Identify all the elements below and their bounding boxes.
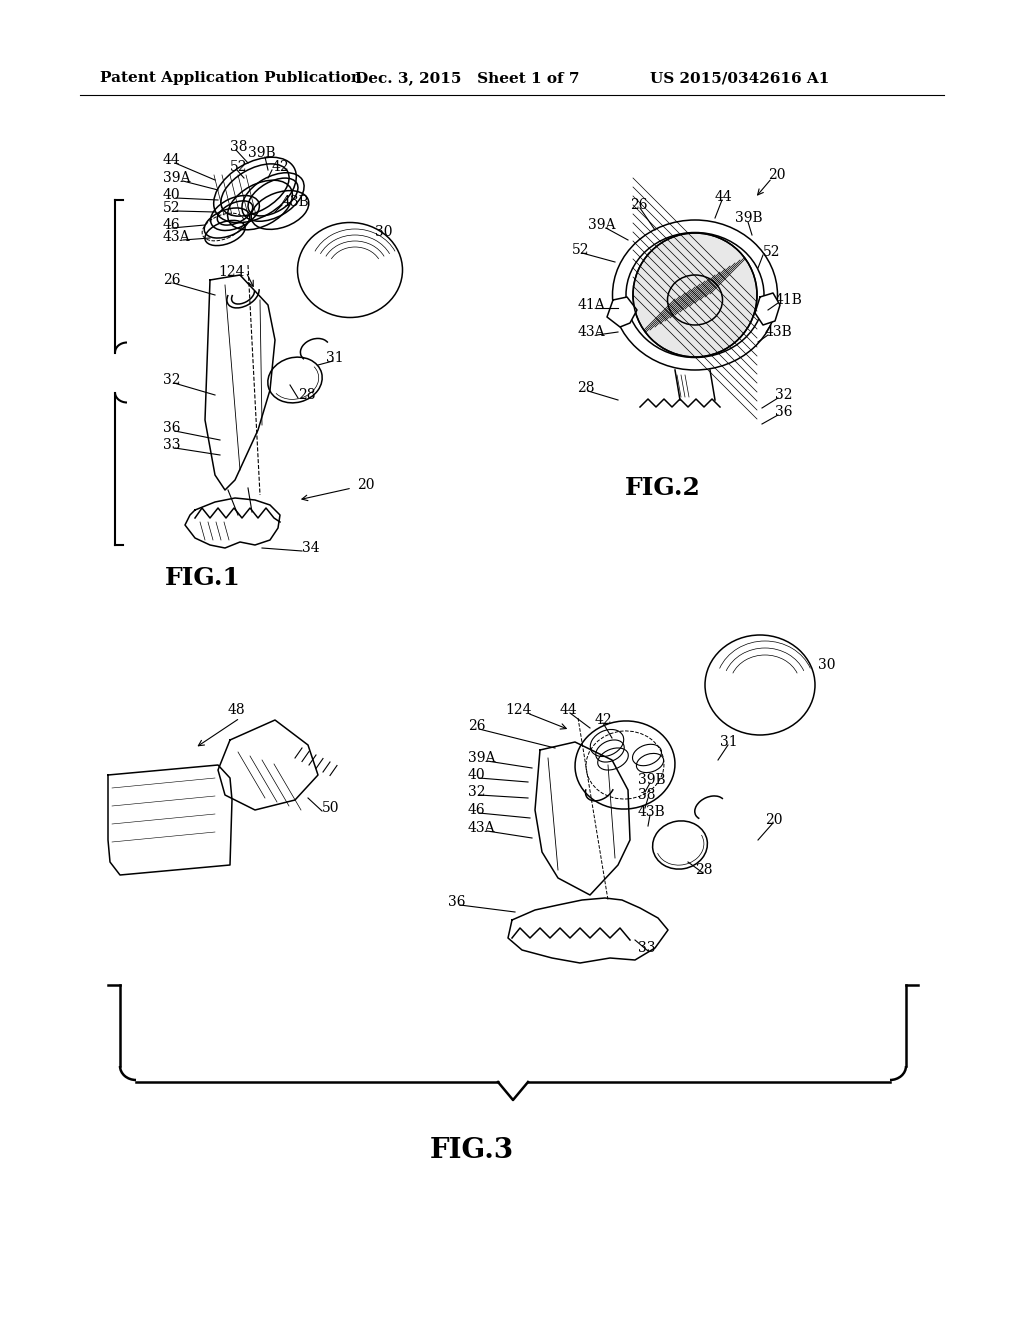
- Text: 32: 32: [775, 388, 793, 403]
- Text: 30: 30: [818, 657, 836, 672]
- Text: 40: 40: [163, 187, 180, 202]
- Text: FIG.2: FIG.2: [625, 477, 700, 500]
- Text: 20: 20: [765, 813, 782, 828]
- Text: 40: 40: [468, 768, 485, 781]
- Text: 44: 44: [715, 190, 733, 205]
- Text: 43A: 43A: [163, 230, 190, 244]
- Text: 34: 34: [302, 541, 319, 554]
- Text: 43B: 43B: [638, 805, 666, 818]
- Text: 20: 20: [357, 478, 375, 492]
- Text: 43B: 43B: [282, 195, 309, 209]
- Text: 46: 46: [163, 218, 180, 232]
- Polygon shape: [185, 498, 280, 548]
- Text: 124: 124: [218, 265, 245, 279]
- Text: 33: 33: [638, 941, 655, 954]
- Text: 28: 28: [695, 863, 713, 876]
- Text: 39A: 39A: [588, 218, 615, 232]
- Text: 52: 52: [763, 246, 780, 259]
- Text: 38: 38: [638, 788, 655, 803]
- Text: 44: 44: [560, 704, 578, 717]
- Text: 46: 46: [468, 803, 485, 817]
- Text: 39B: 39B: [248, 147, 275, 160]
- Text: 52: 52: [230, 160, 248, 174]
- Text: 32: 32: [468, 785, 485, 799]
- Text: 124: 124: [505, 704, 531, 717]
- Polygon shape: [108, 766, 232, 875]
- Text: 39A: 39A: [163, 172, 190, 185]
- Text: US 2015/0342616 A1: US 2015/0342616 A1: [650, 71, 829, 84]
- Text: 33: 33: [163, 438, 180, 451]
- Text: 52: 52: [163, 201, 180, 215]
- Text: 52: 52: [572, 243, 590, 257]
- Polygon shape: [218, 719, 318, 810]
- Polygon shape: [535, 742, 630, 895]
- Text: 28: 28: [298, 388, 315, 403]
- Text: 36: 36: [775, 405, 793, 418]
- Polygon shape: [607, 297, 637, 327]
- Text: 39A: 39A: [468, 751, 496, 766]
- Text: 32: 32: [163, 374, 180, 387]
- Polygon shape: [508, 898, 668, 964]
- Text: 30: 30: [375, 224, 392, 239]
- Text: 20: 20: [768, 168, 785, 182]
- Text: 26: 26: [630, 198, 647, 213]
- Text: 26: 26: [163, 273, 180, 286]
- Text: FIG.1: FIG.1: [165, 566, 241, 590]
- Text: 39B: 39B: [735, 211, 763, 224]
- Text: 31: 31: [720, 735, 737, 748]
- Text: 43A: 43A: [578, 325, 605, 339]
- Text: 36: 36: [449, 895, 466, 909]
- Text: 41A: 41A: [578, 298, 606, 312]
- Polygon shape: [755, 293, 780, 325]
- Text: 36: 36: [163, 421, 180, 436]
- Text: 26: 26: [468, 719, 485, 733]
- Text: 48: 48: [228, 704, 246, 717]
- Text: 50: 50: [322, 801, 340, 814]
- Polygon shape: [205, 275, 275, 490]
- Text: 28: 28: [577, 381, 595, 395]
- Text: 38: 38: [230, 140, 248, 154]
- Text: 42: 42: [595, 713, 612, 727]
- Text: 44: 44: [163, 153, 181, 168]
- Text: 43A: 43A: [468, 821, 496, 836]
- Text: 42: 42: [272, 160, 290, 174]
- Text: 39B: 39B: [638, 774, 666, 787]
- Text: Patent Application Publication: Patent Application Publication: [100, 71, 362, 84]
- Text: 41B: 41B: [775, 293, 803, 308]
- Text: Dec. 3, 2015   Sheet 1 of 7: Dec. 3, 2015 Sheet 1 of 7: [355, 71, 580, 84]
- Text: 43B: 43B: [765, 325, 793, 339]
- Text: FIG.3: FIG.3: [430, 1137, 514, 1163]
- Text: 31: 31: [326, 351, 344, 366]
- Circle shape: [633, 234, 757, 356]
